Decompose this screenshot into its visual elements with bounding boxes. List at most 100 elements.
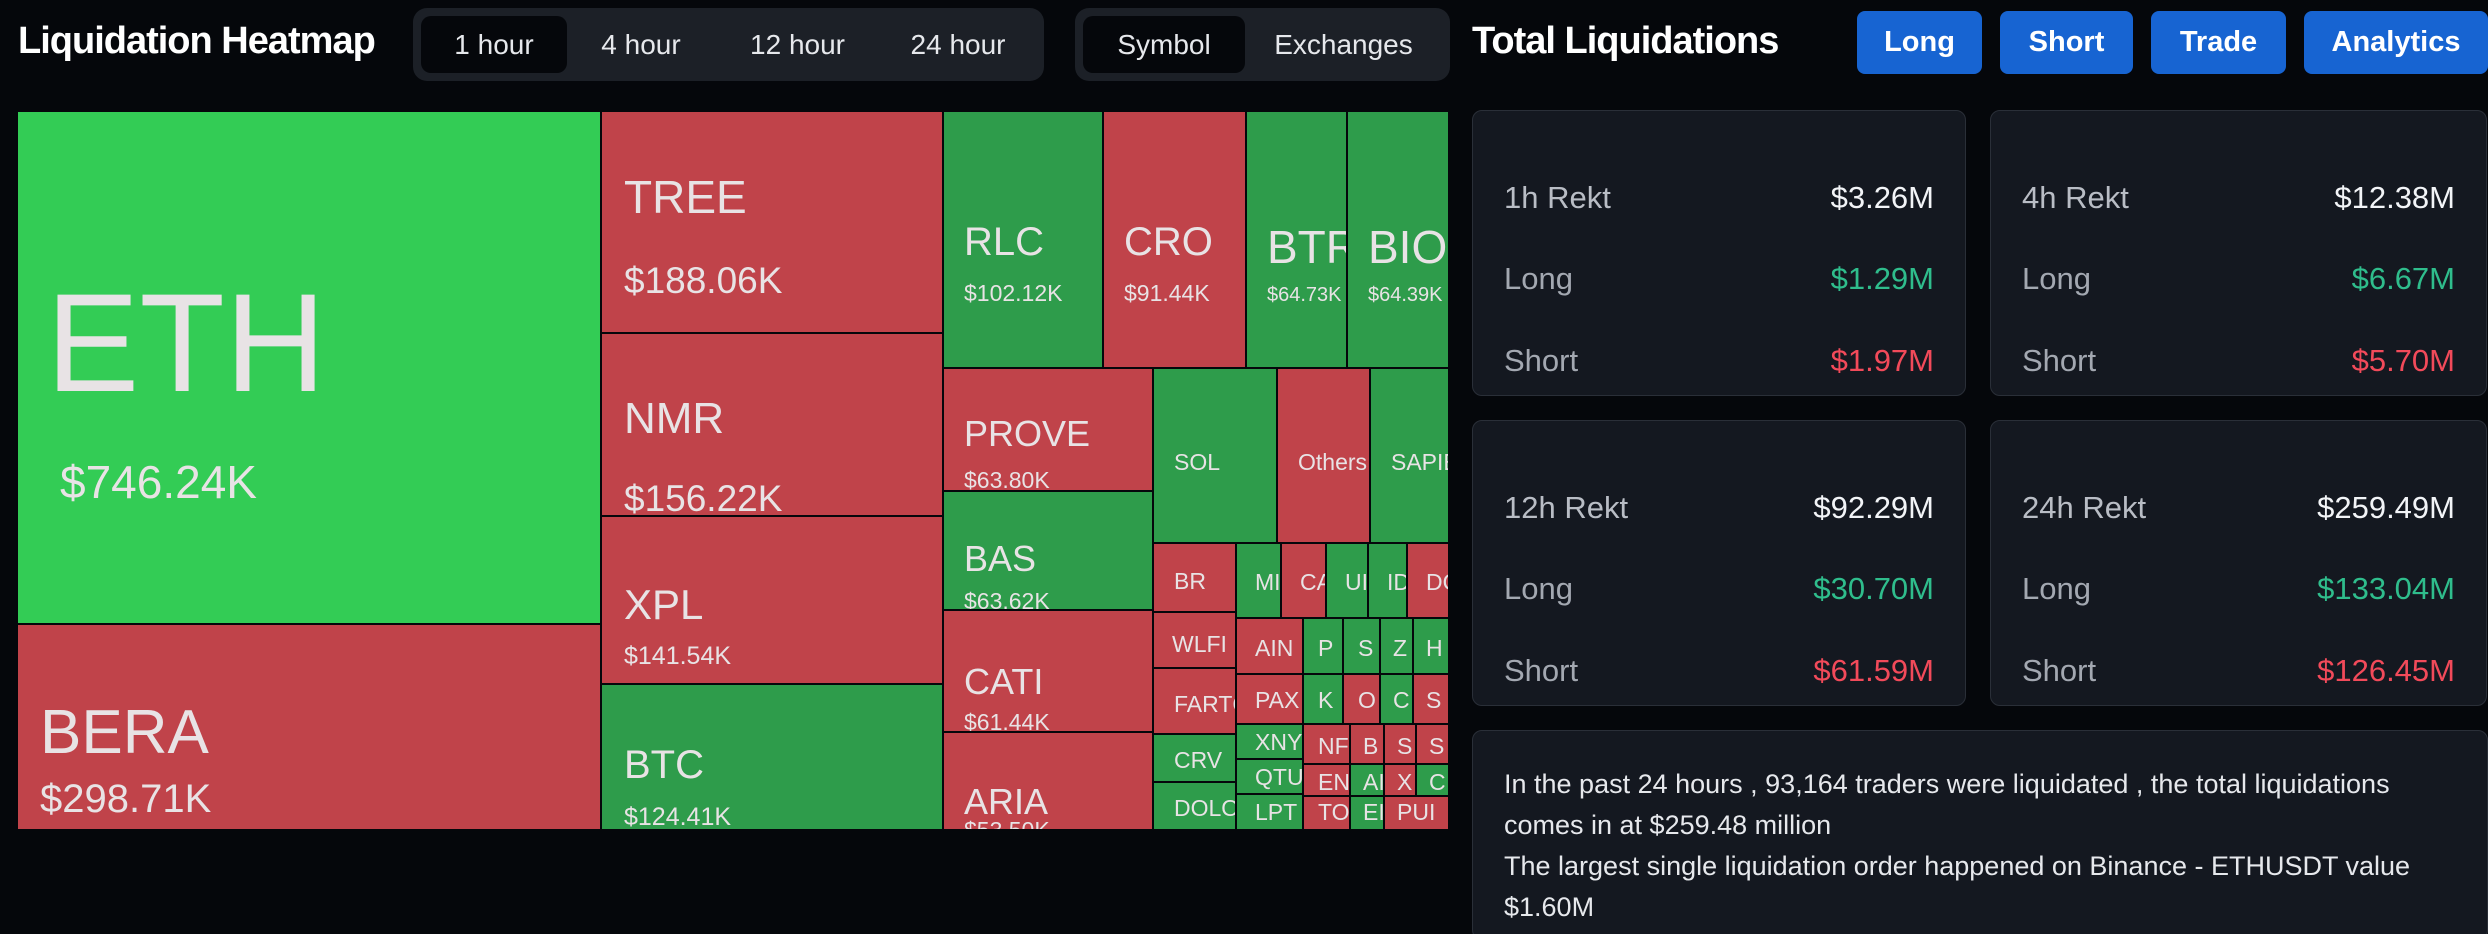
long-amount: $30.70M	[1813, 571, 1934, 606]
rekt-total: $3.26M	[1830, 180, 1934, 215]
heatmap-tile-k[interactable]: K	[1302, 673, 1346, 727]
heatmap-tile-dolo[interactable]: DOLO	[1152, 781, 1239, 829]
tile-value: $746.24K	[60, 456, 257, 508]
analytics-button[interactable]: Analytics	[2304, 11, 2488, 74]
tile-symbol: NMR	[624, 394, 725, 443]
heatmap-tile-id[interactable]: ID	[1367, 542, 1410, 621]
heatmap-tile-bas[interactable]: BAS $63.62K	[942, 490, 1156, 613]
tab-exchanges[interactable]: Exchanges	[1274, 28, 1413, 60]
heatmap-tile-c[interactable]: C	[1415, 763, 1448, 799]
heatmap-tile-sapien[interactable]: SAPIEN	[1369, 367, 1448, 546]
rekt-card-1h: 1h Rekt $3.26M Long $1.29M Short $1.97M	[1472, 110, 1966, 396]
heatmap-tile-crv[interactable]: CRV	[1152, 733, 1239, 785]
tile-symbol: DOLO	[1174, 795, 1237, 821]
tile-value: $53.50K	[964, 817, 1050, 829]
heatmap-tile-qtu[interactable]: QTU	[1235, 758, 1306, 797]
heatmap-tile-x[interactable]: X	[1383, 763, 1419, 799]
tab-1-hour[interactable]: 1 hour	[421, 16, 567, 73]
long-amount: $133.04M	[2317, 571, 2455, 606]
heatmap-tile-to[interactable]: TO	[1302, 795, 1353, 829]
heatmap-tile-bio[interactable]: BIO $64.39K	[1346, 112, 1448, 371]
heatmap-tile-h[interactable]: H	[1412, 617, 1448, 677]
heatmap-tile-aria[interactable]: ARIA$53.50K	[942, 731, 1156, 829]
heatmap-tile-nmr[interactable]: NMR $156.22K	[600, 332, 946, 519]
heatmap-tile-sol[interactable]: SOL	[1152, 367, 1280, 546]
tile-symbol: XNY	[1255, 729, 1303, 755]
short-label: Short	[2022, 343, 2097, 378]
heatmap-tile-others[interactable]: Others	[1276, 367, 1373, 546]
tab-24-hour[interactable]: 24 hour	[910, 28, 1006, 60]
tile-symbol: SAPIEN	[1391, 449, 1448, 475]
heatmap-tile-s[interactable]: S	[1415, 723, 1448, 767]
heatmap-tile-s[interactable]: S	[1342, 617, 1383, 677]
rekt-total: $92.29M	[1813, 490, 1934, 525]
tile-value: $64.39K	[1368, 284, 1443, 306]
tile-symbol: S	[1358, 635, 1374, 661]
heatmap-tile-pui[interactable]: PUI	[1383, 795, 1448, 829]
heatmap-tile-mi[interactable]: MI	[1235, 542, 1284, 621]
long-button[interactable]: Long	[1857, 11, 1982, 74]
tile-symbol: C	[1429, 769, 1446, 795]
tile-value: $63.62K	[964, 588, 1050, 611]
heatmap-tile-ei[interactable]: EI	[1349, 795, 1387, 829]
short-button[interactable]: Short	[2000, 11, 2133, 74]
short-amount: $126.45M	[2317, 653, 2455, 688]
heatmap-tile-rlc[interactable]: RLC $102.12K	[942, 112, 1106, 371]
tile-symbol: C	[1393, 687, 1410, 713]
heatmap-tile-cati[interactable]: CATI $61.44K	[942, 609, 1156, 735]
heatmap-tile-nf[interactable]: NF	[1302, 723, 1353, 767]
tab-12-hour[interactable]: 12 hour	[750, 28, 845, 60]
liquidation-summary: In the past 24 hours , 93,164 traders we…	[1472, 730, 2488, 934]
heatmap-tile-o[interactable]: O	[1342, 673, 1383, 727]
heatmap-tile-prove[interactable]: PROVE $63.80K	[942, 367, 1156, 494]
heatmap-tile-ai[interactable]: AI	[1349, 763, 1387, 799]
heatmap-tile-wlfi[interactable]: WLFI	[1152, 611, 1239, 671]
heatmap-tile-fartcoin[interactable]: FARTCOIN	[1152, 667, 1239, 737]
tab-4-hour[interactable]: 4 hour	[601, 28, 681, 60]
summary-text-largest-order: The largest single liquidation order hap…	[1504, 851, 2411, 922]
tile-symbol: BTC	[624, 743, 704, 787]
tile-symbol: S	[1397, 733, 1413, 759]
tile-value: $63.80K	[964, 467, 1050, 492]
heatmap-tile-ui[interactable]: UI	[1325, 542, 1371, 621]
tile-symbol: CATI	[964, 661, 1044, 702]
heatmap-tile-bera[interactable]: BERA $298.71K	[18, 623, 604, 829]
heatmap-tile-xpl[interactable]: XPL $141.54K	[600, 515, 946, 687]
heatmap-tile-en[interactable]: EN	[1302, 763, 1353, 799]
heatmap-tile-cro[interactable]: CRO $91.44K	[1102, 112, 1249, 371]
trade-button[interactable]: Trade	[2151, 11, 2286, 74]
heatmap-tile-s[interactable]: S	[1383, 723, 1419, 767]
tile-symbol: O	[1358, 687, 1376, 713]
heatmap-tile-btr[interactable]: BTR $64.73K	[1245, 112, 1350, 371]
heatmap-tile-lpt[interactable]: LPT	[1235, 793, 1306, 829]
tile-symbol: LPT	[1255, 799, 1298, 825]
rekt-card-12h: 12h Rekt $92.29M Long $30.70M Short $61.59M	[1472, 420, 1966, 706]
heatmap-tile-pax[interactable]: PAX	[1235, 673, 1306, 727]
long-label: Long	[2022, 571, 2091, 606]
heatmap-tile-z[interactable]: Z	[1379, 617, 1416, 677]
heatmap-tile-ain[interactable]: AIN	[1235, 617, 1306, 677]
tile-symbol: ID	[1387, 569, 1408, 595]
tile-symbol: WLFI	[1172, 631, 1227, 657]
heatmap-tile-s[interactable]: S	[1412, 673, 1448, 727]
tile-value: $124.41K	[624, 803, 732, 829]
heatmap-tile-p[interactable]: P	[1302, 617, 1346, 677]
tile-symbol: K	[1318, 687, 1334, 713]
heatmap-tile-eth[interactable]: ETH $746.24K	[18, 112, 604, 627]
heatmap-tile-xny[interactable]: XNY	[1235, 723, 1306, 762]
heatmap-tile-do[interactable]: DO	[1406, 542, 1448, 621]
heatmap-tile-br[interactable]: BR	[1152, 542, 1239, 615]
heatmap-tile-b[interactable]: B	[1349, 723, 1387, 767]
total-liquidations-title: Total Liquidations	[1472, 20, 1779, 62]
heatmap-tile-tree[interactable]: TREE $188.06K	[600, 112, 946, 336]
tile-symbol: QTU	[1255, 764, 1304, 790]
heatmap-tile-ca[interactable]: CA	[1280, 542, 1329, 621]
tile-symbol: BIO	[1368, 221, 1448, 273]
heatmap-title: Liquidation Heatmap	[18, 20, 376, 62]
tile-symbol: RLC	[964, 220, 1045, 264]
heatmap-tile-btc[interactable]: BTC $124.41K	[600, 683, 946, 829]
tile-symbol: CRO	[1124, 220, 1213, 264]
tile-symbol: PROVE	[964, 413, 1091, 454]
heatmap-tile-c[interactable]: C	[1379, 673, 1416, 727]
tab-symbol[interactable]: Symbol	[1083, 16, 1245, 73]
